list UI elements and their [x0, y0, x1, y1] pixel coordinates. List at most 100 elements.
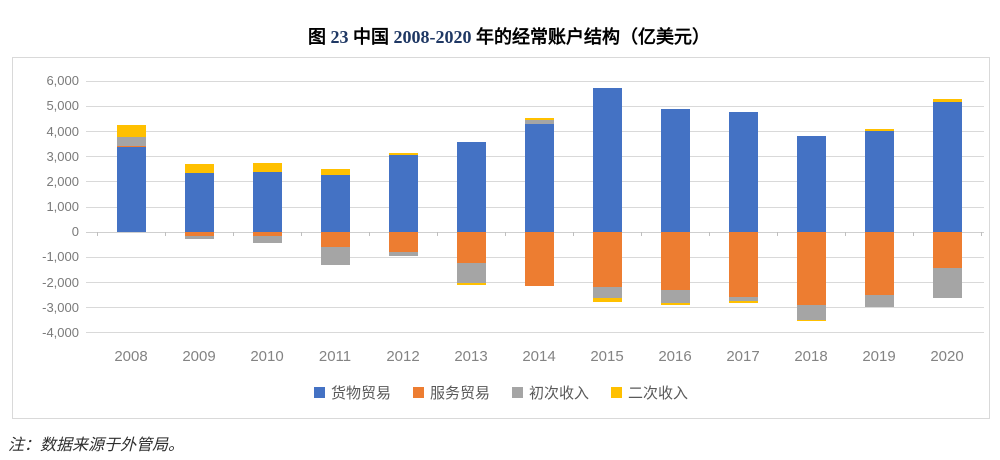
- legend-swatch-icon: [611, 387, 623, 398]
- axis-tick-mark: [913, 231, 914, 236]
- bar-segment-服务贸易-2010: [252, 231, 282, 237]
- title-text: 年的经常账户结构（亿美元）: [471, 27, 710, 47]
- bar-segment-初次收入-2012: [388, 252, 418, 257]
- x-axis-category-label: 2017: [726, 348, 760, 365]
- chart-legend: 货物贸易 服务贸易 初次收入 二次收入: [13, 382, 989, 403]
- bar-segment-货物贸易-2018: [796, 136, 826, 232]
- gridline: [86, 80, 984, 82]
- y-axis-tick-label: 0: [71, 224, 79, 240]
- x-axis-category-label: 2011: [318, 348, 352, 365]
- bar-segment-二次收入-2010: [252, 162, 282, 173]
- x-axis-category-label: 2014: [522, 348, 556, 365]
- bar-segment-初次收入-2008: [116, 137, 146, 146]
- bar-segment-初次收入-2016: [660, 290, 690, 303]
- bar-segment-二次收入-2018: [796, 320, 826, 321]
- bar-segment-货物贸易-2019: [864, 131, 894, 232]
- x-axis-category-label: 2016: [658, 348, 692, 365]
- axis-tick-mark: [777, 231, 778, 236]
- y-axis-tick-label: 5,000: [46, 98, 79, 114]
- legend-item-初次收入: 初次收入: [512, 382, 589, 403]
- y-axis-tick-label: 1,000: [46, 199, 79, 214]
- bar-segment-服务贸易-2015: [592, 231, 622, 288]
- y-axis-tick-label: 6,000: [46, 73, 79, 89]
- axis-tick-mark: [573, 231, 574, 236]
- axis-tick-mark: [845, 231, 846, 236]
- bar-segment-初次收入-2020: [932, 268, 962, 299]
- bar-segment-服务贸易-2020: [932, 231, 962, 269]
- bar-segment-初次收入-2017: [728, 297, 758, 301]
- y-axis-tick-label: -3,000: [42, 299, 79, 315]
- title-text: 图: [308, 27, 331, 47]
- bar-segment-服务贸易-2018: [796, 231, 826, 305]
- bar-segment-初次收入-2011: [320, 246, 350, 265]
- bar-segment-初次收入-2018: [796, 304, 826, 320]
- bar-segment-二次收入-2008: [116, 124, 146, 138]
- axis-tick-mark: [709, 231, 710, 236]
- x-axis-category-label: 2020: [930, 348, 964, 365]
- bar-segment-二次收入-2014: [524, 117, 554, 120]
- bar-segment-二次收入-2017: [728, 300, 758, 303]
- bar-segment-货物贸易-2009: [184, 173, 214, 232]
- figure-number: 23: [330, 27, 349, 47]
- bar-segment-货物贸易-2012: [388, 154, 418, 232]
- bar-segment-货物贸易-2013: [456, 142, 486, 232]
- axis-tick-mark: [233, 231, 234, 236]
- legend-swatch-icon: [412, 387, 424, 398]
- bar-segment-二次收入-2019: [864, 129, 894, 132]
- bar-segment-服务贸易-2017: [728, 231, 758, 298]
- title-year-range: 2008-2020: [393, 27, 472, 47]
- bar-segment-初次收入-2014: [524, 119, 554, 124]
- bar-segment-货物贸易-2008: [116, 147, 146, 232]
- bar-segment-二次收入-2011: [320, 168, 350, 175]
- y-axis-tick-label: -1,000: [42, 249, 79, 265]
- x-axis-category-label: 2012: [386, 348, 420, 365]
- legend-item-货物贸易: 货物贸易: [313, 382, 391, 403]
- y-axis-tick-label: -2,000: [42, 274, 79, 290]
- plot-area: 6,000 5,000 4,000 3,000 2,000 1,000 0 -1,000 -2,…: [13, 58, 989, 418]
- bar-segment-服务贸易-2011: [320, 231, 350, 247]
- bar-segment-服务贸易-2012: [388, 231, 418, 253]
- source-note: 注：数据来源于外管局。: [8, 437, 185, 454]
- bar-segment-服务贸易-2013: [456, 231, 486, 263]
- bar-segment-货物贸易-2015: [592, 87, 622, 232]
- legend-label: 服务贸易: [429, 385, 490, 402]
- legend-item-二次收入: 二次收入: [611, 382, 688, 403]
- x-axis-category-label: 2019: [862, 348, 896, 365]
- y-axis-tick-label: -4,000: [42, 324, 79, 340]
- axis-tick-mark: [437, 231, 438, 236]
- legend-label: 货物贸易: [330, 385, 391, 402]
- x-axis-category-label: 2013: [454, 348, 488, 365]
- bar-segment-二次收入-2015: [592, 298, 622, 302]
- chart-title: 图 23 中国 2008-2020 年的经常账户结构（亿美元）: [0, 2, 1000, 70]
- bar-segment-货物贸易-2020: [932, 101, 962, 232]
- gridline: [86, 307, 984, 309]
- bar-segment-服务贸易-2016: [660, 231, 690, 291]
- gridline: [86, 105, 984, 107]
- bar-segment-初次收入-2013: [456, 262, 486, 284]
- y-axis-tick-label: 3,000: [46, 148, 79, 164]
- bar-segment-服务贸易-2014: [524, 231, 554, 286]
- x-axis-category-label: 2015: [590, 348, 624, 365]
- bar-segment-服务贸易-2009: [184, 231, 214, 237]
- axis-tick-mark: [505, 231, 506, 236]
- legend-label: 初次收入: [529, 385, 590, 402]
- legend-swatch-icon: [512, 387, 523, 398]
- bar-segment-初次收入-2019: [864, 295, 894, 307]
- axis-tick-mark: [301, 231, 302, 236]
- bar-segment-货物贸易-2017: [728, 111, 758, 232]
- axis-tick-mark: [369, 231, 370, 236]
- bar-segment-二次收入-2012: [388, 153, 418, 155]
- x-axis-category-label: 2018: [794, 348, 828, 365]
- x-axis-category-label: 2009: [182, 348, 216, 365]
- bar-segment-初次收入-2015: [592, 287, 622, 299]
- bar-segment-二次收入-2020: [932, 99, 962, 102]
- bar-segment-服务贸易-2008: [116, 145, 146, 148]
- title-text: 中国: [348, 27, 394, 47]
- axis-tick-mark: [641, 231, 642, 236]
- chart-frame: 6,000 5,000 4,000 3,000 2,000 1,000 0 -1,000 -2,…: [12, 57, 990, 419]
- y-axis-tick-label: 2,000: [46, 173, 79, 189]
- bar-segment-货物贸易-2014: [524, 124, 554, 232]
- bar-segment-二次收入-2009: [184, 164, 214, 174]
- x-axis-category-label: 2010: [250, 348, 284, 365]
